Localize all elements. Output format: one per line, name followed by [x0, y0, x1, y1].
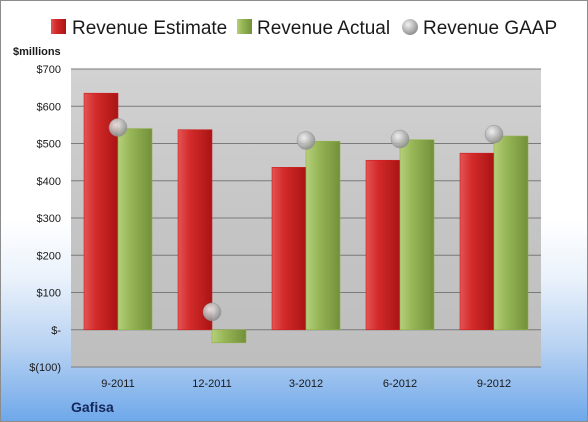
legend-label-actual: Revenue Actual	[257, 18, 390, 39]
legend-label-estimate: Revenue Estimate	[72, 18, 227, 39]
bar-revenue-actual	[399, 139, 435, 331]
bars	[83, 92, 529, 344]
gaap-marker	[202, 302, 222, 322]
legend-swatch-estimate	[51, 19, 66, 34]
legend-label-gaap: Revenue GAAP	[423, 18, 557, 39]
bar-revenue-actual	[211, 329, 247, 344]
y-axis-ticks: $700 $600 $500 $400 $300 $200 $100 $- $(100)	[29, 64, 61, 374]
x-axis-ticks: 9-2011 12-2011 3-2012 6-2012 9-2012	[101, 378, 511, 390]
y-axis-unit-label: $millions	[13, 46, 61, 58]
gaap-marker	[484, 124, 504, 144]
bar-revenue-estimate	[271, 167, 307, 331]
legend-swatch-gaap	[402, 19, 418, 35]
y-tick-label: $400	[37, 176, 61, 188]
bar-revenue-actual	[493, 135, 529, 331]
gaap-marker	[296, 131, 316, 150]
bar-revenue-estimate	[177, 129, 213, 331]
x-tick-label: 9-2011	[101, 378, 134, 390]
legend-item-gaap: Revenue GAAP	[402, 18, 557, 39]
bar-revenue-actual	[305, 140, 341, 331]
legend-item-actual: Revenue Actual	[237, 18, 390, 39]
legend-swatch-actual	[237, 19, 252, 34]
x-tick-label: 12-2011	[192, 378, 232, 390]
y-tick-label: $(100)	[29, 362, 61, 374]
y-tick-label: $700	[37, 64, 61, 76]
y-tick-label: $600	[37, 101, 61, 113]
gaap-marker	[108, 118, 128, 137]
x-tick-label: 9-2012	[477, 378, 511, 390]
legend: Revenue Estimate Revenue Actual Revenue …	[51, 18, 557, 39]
gaap-markers	[108, 118, 504, 322]
x-tick-label: 6-2012	[383, 378, 417, 390]
bar-revenue-estimate	[365, 159, 401, 331]
y-tick-label: $300	[37, 213, 61, 225]
gaap-marker	[390, 129, 410, 149]
bar-revenue-estimate	[459, 152, 495, 331]
y-tick-label: $200	[37, 250, 61, 262]
bar-revenue-actual	[117, 128, 153, 331]
company-name: Gafisa	[71, 399, 114, 415]
y-tick-label: $100	[37, 288, 61, 300]
x-tick-label: 3-2012	[289, 378, 323, 390]
legend-item-estimate: Revenue Estimate	[51, 18, 227, 39]
y-tick-label: $500	[37, 139, 61, 151]
y-tick-label: $-	[51, 325, 61, 337]
